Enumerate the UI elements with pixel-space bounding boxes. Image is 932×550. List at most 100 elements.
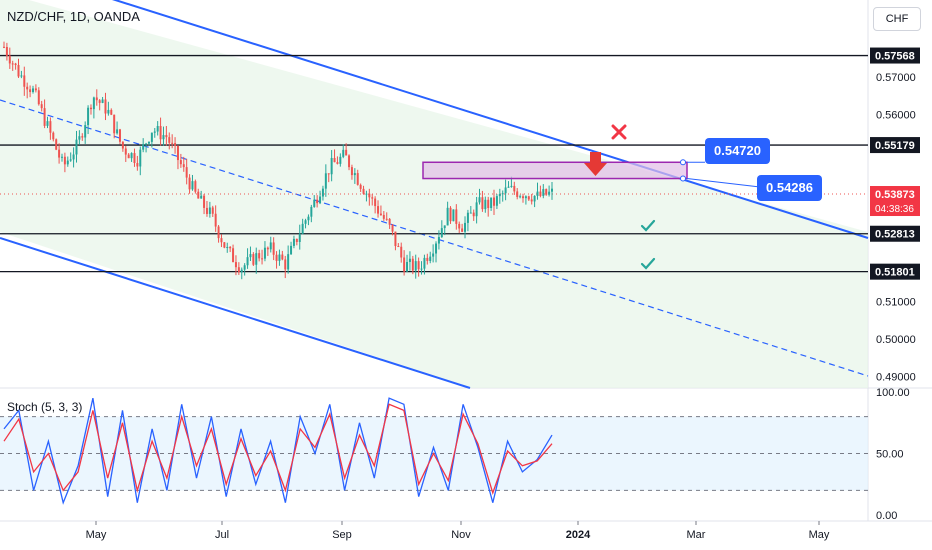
candle-body — [200, 195, 203, 199]
candle-body — [292, 238, 295, 246]
price-tick-label: 0.56000 — [876, 109, 916, 121]
candle-body — [249, 254, 252, 258]
candle-body — [548, 191, 551, 195]
candle-body — [49, 121, 52, 133]
candle-body — [252, 254, 255, 265]
axes: 0.57000 0.56000 0.51000 0.50000 0.49000 0.575… — [86, 47, 920, 541]
candle-body — [484, 199, 487, 210]
candle-body — [278, 254, 281, 261]
candle-body — [345, 149, 348, 156]
candle-body — [527, 196, 530, 200]
candle-body — [530, 199, 533, 202]
candle-body — [66, 160, 69, 165]
candle-body — [87, 107, 90, 126]
candle-body — [8, 55, 11, 64]
candle-body — [281, 254, 284, 260]
candle-body — [43, 108, 46, 126]
candle-body — [69, 159, 72, 161]
candle-body — [162, 135, 165, 140]
stochastic-pane — [0, 397, 868, 505]
candle-body — [391, 224, 394, 232]
candle-body — [217, 226, 220, 239]
candle-body — [446, 207, 449, 226]
candle-body — [495, 196, 498, 206]
candle-body — [40, 104, 43, 109]
candle-body — [258, 253, 261, 259]
candle-body — [220, 238, 223, 243]
currency-button[interactable]: CHF — [873, 7, 921, 31]
candle-body — [327, 173, 330, 175]
candle-body — [481, 197, 484, 210]
candle-body — [394, 231, 397, 247]
countdown-text: 04:38:36 — [875, 204, 914, 215]
candle-body — [266, 247, 269, 250]
candle-body — [78, 136, 81, 140]
candle-body — [34, 88, 37, 91]
candle-body — [510, 185, 513, 187]
target-check-icon — [640, 257, 656, 270]
candle-body — [194, 181, 197, 192]
candle-body — [472, 212, 475, 217]
candle-body — [11, 63, 14, 65]
candle-body — [176, 145, 179, 161]
candle-body — [377, 206, 380, 214]
price-label-text: 0.51801 — [875, 267, 915, 279]
candle-body — [156, 126, 159, 132]
zone-bottom-connector — [686, 178, 761, 188]
candle-body — [261, 258, 264, 260]
time-tick-label: Nov — [451, 529, 471, 541]
time-tick-label: 2024 — [566, 529, 591, 541]
candle-body — [330, 157, 333, 175]
price-tick-label: 0.49000 — [876, 372, 916, 384]
time-tick-label: May — [86, 529, 107, 541]
candle-body — [171, 142, 174, 144]
price-tick-label: 0.50000 — [876, 334, 916, 346]
candle-body — [513, 185, 516, 192]
time-tick-label: Sep — [332, 529, 352, 541]
price-label-box — [870, 225, 920, 242]
price-label-text: 0.57568 — [875, 51, 915, 63]
candle-body — [426, 257, 429, 261]
candle-body — [223, 242, 226, 248]
candle-body — [84, 125, 87, 138]
candle-body — [455, 209, 458, 224]
candle-body — [275, 254, 278, 261]
candle-body — [92, 97, 95, 110]
candle-body — [417, 261, 420, 270]
candle-body — [307, 216, 310, 221]
candle-body — [443, 225, 446, 229]
candle-body — [58, 149, 61, 158]
candle-body — [490, 197, 493, 208]
candle-body — [411, 258, 414, 271]
candle-body — [403, 257, 406, 272]
candle-body — [336, 162, 339, 164]
candle-body — [37, 90, 40, 105]
candle-body — [142, 144, 145, 150]
candle-body — [46, 121, 49, 126]
candle-body — [139, 149, 142, 167]
candle-body — [414, 261, 417, 271]
candle-body — [524, 196, 527, 199]
price-label-text: 0.52813 — [875, 229, 915, 241]
price-label-text: 0.55179 — [875, 140, 915, 152]
candle-body — [174, 143, 177, 146]
candle-body — [29, 89, 32, 93]
symbol-title: NZD/CHF, 1D, OANDA — [7, 9, 140, 24]
candle-body — [31, 88, 34, 93]
candle-body — [522, 196, 525, 199]
candle-body — [498, 194, 501, 197]
channel-mid-line — [0, 99, 869, 377]
sell-arrow-icon — [584, 152, 607, 176]
candle-body — [316, 199, 319, 204]
candle-body — [89, 107, 92, 110]
candle-body — [98, 100, 101, 103]
price-tick-label: 0.51000 — [876, 297, 916, 309]
candle-body — [461, 228, 464, 232]
candle-body — [432, 253, 435, 257]
candle-body — [101, 99, 104, 103]
resistance-zone — [422, 161, 688, 180]
candle-body — [124, 148, 127, 155]
candle-body — [116, 129, 119, 134]
candle-body — [493, 197, 496, 206]
